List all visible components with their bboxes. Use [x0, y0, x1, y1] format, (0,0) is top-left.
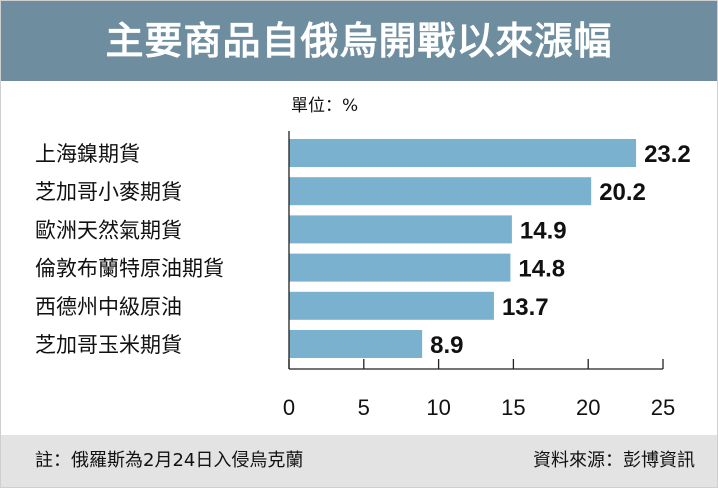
category-label: 芝加哥小麥期貨 — [35, 180, 182, 204]
footer-source: 資料來源：彭博資訊 — [533, 450, 695, 471]
bar — [289, 215, 512, 244]
bar — [289, 291, 494, 320]
value-label: 23.2 — [644, 141, 691, 168]
bar — [289, 330, 423, 358]
value-label: 14.9 — [520, 217, 567, 244]
category-label: 歐洲天然氣期貨 — [35, 218, 182, 242]
category-label: 西德州中級原油 — [35, 295, 182, 319]
x-tick-label: 5 — [358, 395, 370, 420]
x-tick-label: 10 — [426, 395, 450, 420]
bar — [289, 177, 592, 206]
x-tick-label: 0 — [283, 395, 295, 420]
title-bar: 主要商品自俄烏開戰以來漲幅 — [1, 1, 717, 81]
category-label: 倫敦布蘭特原油期貨 — [35, 257, 224, 281]
category-label: 芝加哥玉米期貨 — [35, 333, 182, 357]
unit-label: 單位：% — [291, 96, 358, 116]
chart-title: 主要商品自俄烏開戰以來漲幅 — [105, 19, 613, 63]
bar — [289, 253, 511, 282]
value-label: 13.7 — [502, 294, 549, 321]
x-tick-label: 25 — [651, 395, 675, 420]
category-label: 上海鎳期貨 — [35, 142, 140, 166]
x-tick-label: 15 — [501, 395, 525, 420]
x-tick-label: 20 — [576, 395, 600, 420]
bar — [289, 139, 637, 167]
value-label: 20.2 — [599, 179, 646, 206]
footer-bar: 註：俄羅斯為2月24日入侵烏克蘭 資料來源：彭博資訊 — [1, 435, 717, 487]
value-label: 8.9 — [430, 332, 463, 359]
footer-note: 註：俄羅斯為2月24日入侵烏克蘭 — [35, 450, 304, 471]
value-label: 14.8 — [518, 256, 565, 283]
